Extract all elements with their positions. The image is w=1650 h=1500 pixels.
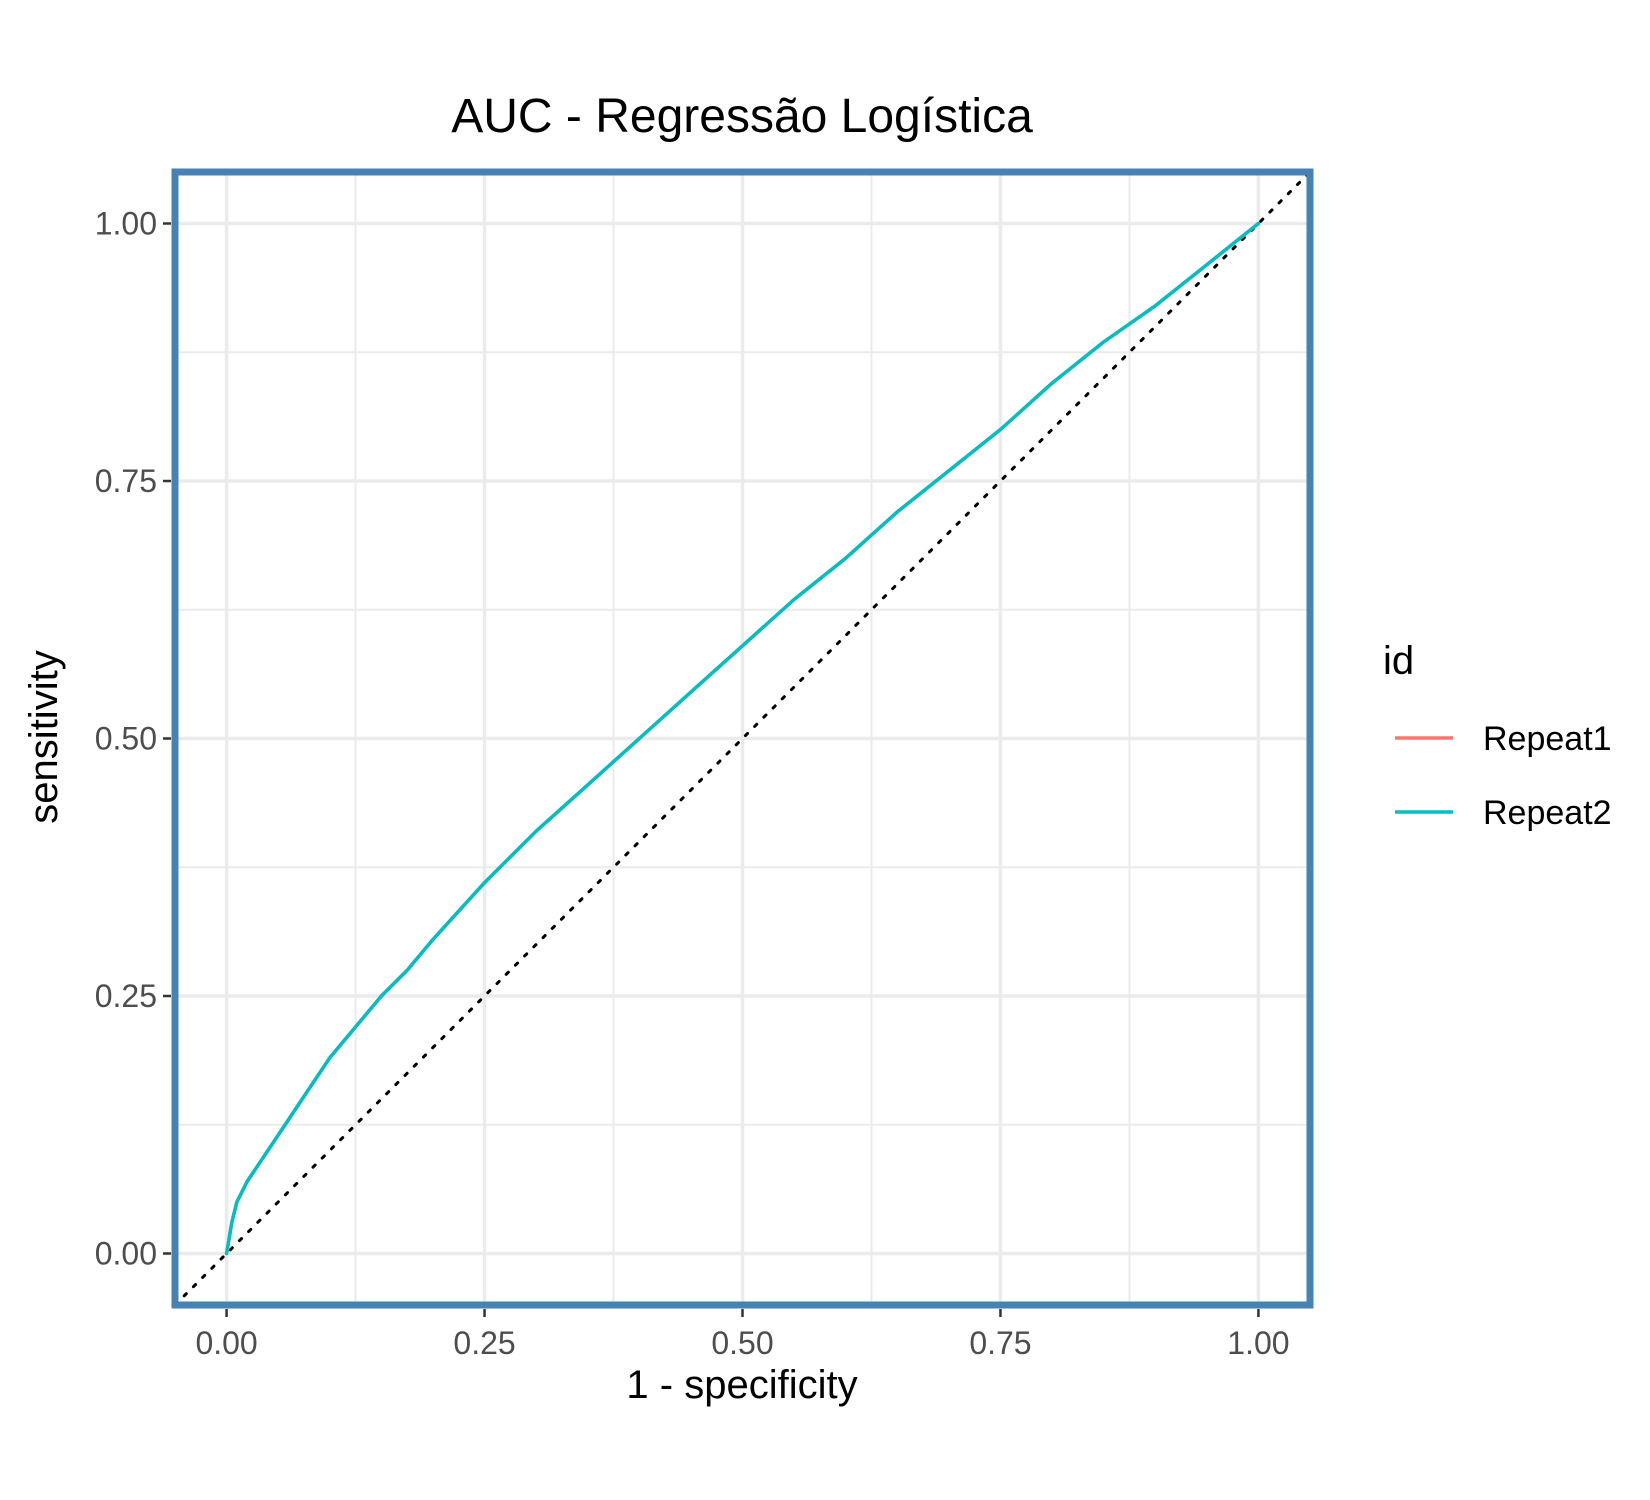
x-tick-label: 0.25 bbox=[453, 1325, 515, 1361]
y-tick-label: 1.00 bbox=[95, 206, 157, 242]
x-tick-label: 0.50 bbox=[711, 1325, 773, 1361]
roc-curve-repeat2 bbox=[224, 221, 1261, 1256]
x-tick-label: 0.75 bbox=[969, 1325, 1031, 1361]
y-tick-label: 0.75 bbox=[95, 463, 157, 499]
x-axis-title: 1 - specificity bbox=[626, 1363, 857, 1407]
legend: id Repeat1 Repeat2 bbox=[1383, 639, 1612, 832]
y-axis-ticks: 0.00 0.25 0.50 0.75 1.00 bbox=[95, 206, 171, 1272]
chart-title: AUC - Regressão Logística bbox=[451, 90, 1033, 143]
x-tick-label: 1.00 bbox=[1227, 1325, 1289, 1361]
major-gridlines bbox=[175, 172, 1310, 1305]
y-axis-title: sensitivity bbox=[22, 650, 66, 823]
legend-title: id bbox=[1383, 639, 1414, 683]
y-tick-label: 0.00 bbox=[95, 1236, 157, 1272]
x-tick-label: 0.00 bbox=[195, 1325, 257, 1361]
y-tick-label: 0.50 bbox=[95, 721, 157, 757]
x-axis-ticks: 0.00 0.25 0.50 0.75 1.00 bbox=[195, 1309, 1290, 1361]
y-tick-label: 0.25 bbox=[95, 978, 157, 1014]
panel-border bbox=[171, 168, 1314, 1309]
legend-label-repeat2: Repeat2 bbox=[1483, 794, 1612, 832]
roc-curves bbox=[224, 221, 1261, 1256]
legend-label-repeat1: Repeat1 bbox=[1483, 720, 1612, 758]
